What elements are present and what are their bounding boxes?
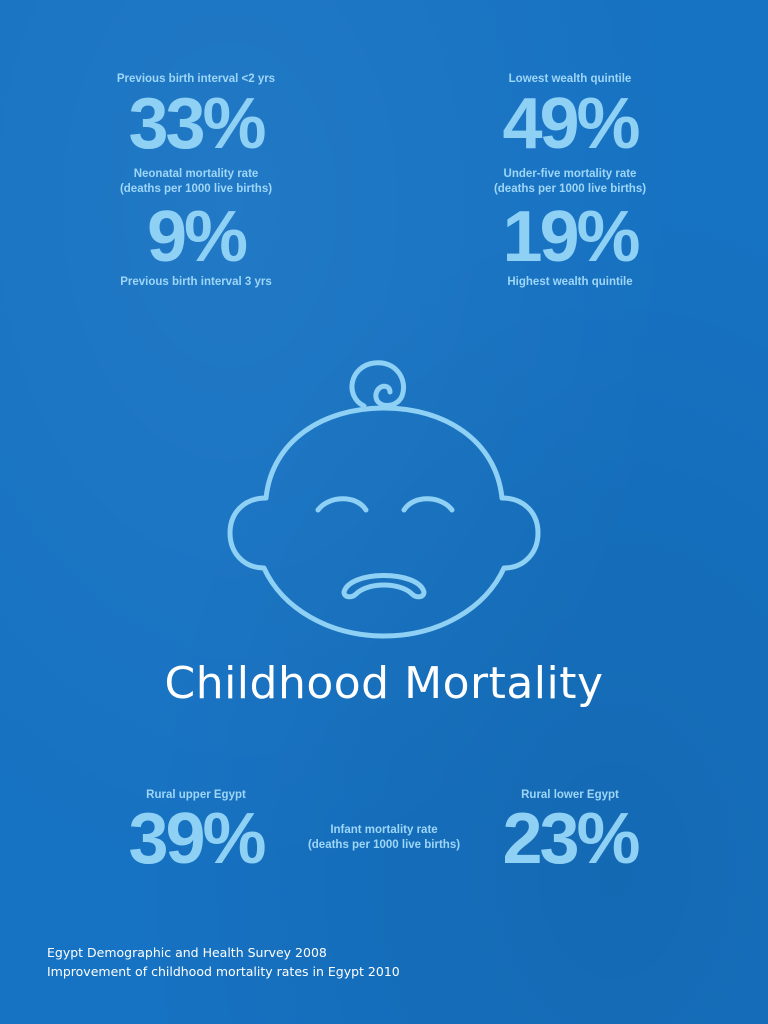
frown-mouth xyxy=(341,573,427,600)
left-eye xyxy=(315,496,369,513)
top-left-value-2: 9% xyxy=(146,197,248,277)
top-left-label-above: Previous birth interval <2 yrs xyxy=(116,73,276,85)
top-right-label-above: Lowest wealth quintile xyxy=(508,73,632,85)
head-outline xyxy=(227,405,541,639)
source-line-1: Egypt Demographic and Health Survey 2008 xyxy=(47,945,327,960)
page-title: Childhood Mortality xyxy=(164,658,604,709)
hair-curl xyxy=(349,360,406,409)
bottom-left-value: 39% xyxy=(128,799,266,879)
top-right-metric-line2: (deaths per 1000 live births) xyxy=(493,183,647,195)
top-left-label-below: Previous birth interval 3 yrs xyxy=(120,276,272,288)
bottom-right-value: 23% xyxy=(502,799,640,879)
top-right-label-below: Highest wealth quintile xyxy=(507,276,633,288)
bottom-center-line1: Infant mortality rate xyxy=(330,824,438,836)
bottom-right-label: Rural lower Egypt xyxy=(521,789,619,801)
top-right-value-1: 49% xyxy=(502,84,640,164)
top-left-value-1: 33% xyxy=(128,84,266,164)
top-left-metric-line1: Neonatal mortality rate xyxy=(133,168,259,180)
bottom-left-label: Rural upper Egypt xyxy=(146,789,246,801)
crying-baby-face-icon xyxy=(227,360,541,639)
right-eye xyxy=(401,496,455,513)
top-right-value-2: 19% xyxy=(502,197,640,277)
top-right-metric-line1: Under-five mortality rate xyxy=(503,168,637,180)
top-left-metric-line2: (deaths per 1000 live births) xyxy=(119,183,273,195)
bottom-center-line2: (deaths per 1000 live births) xyxy=(307,839,461,851)
source-line-2: Improvement of childhood mortality rates… xyxy=(47,964,400,979)
